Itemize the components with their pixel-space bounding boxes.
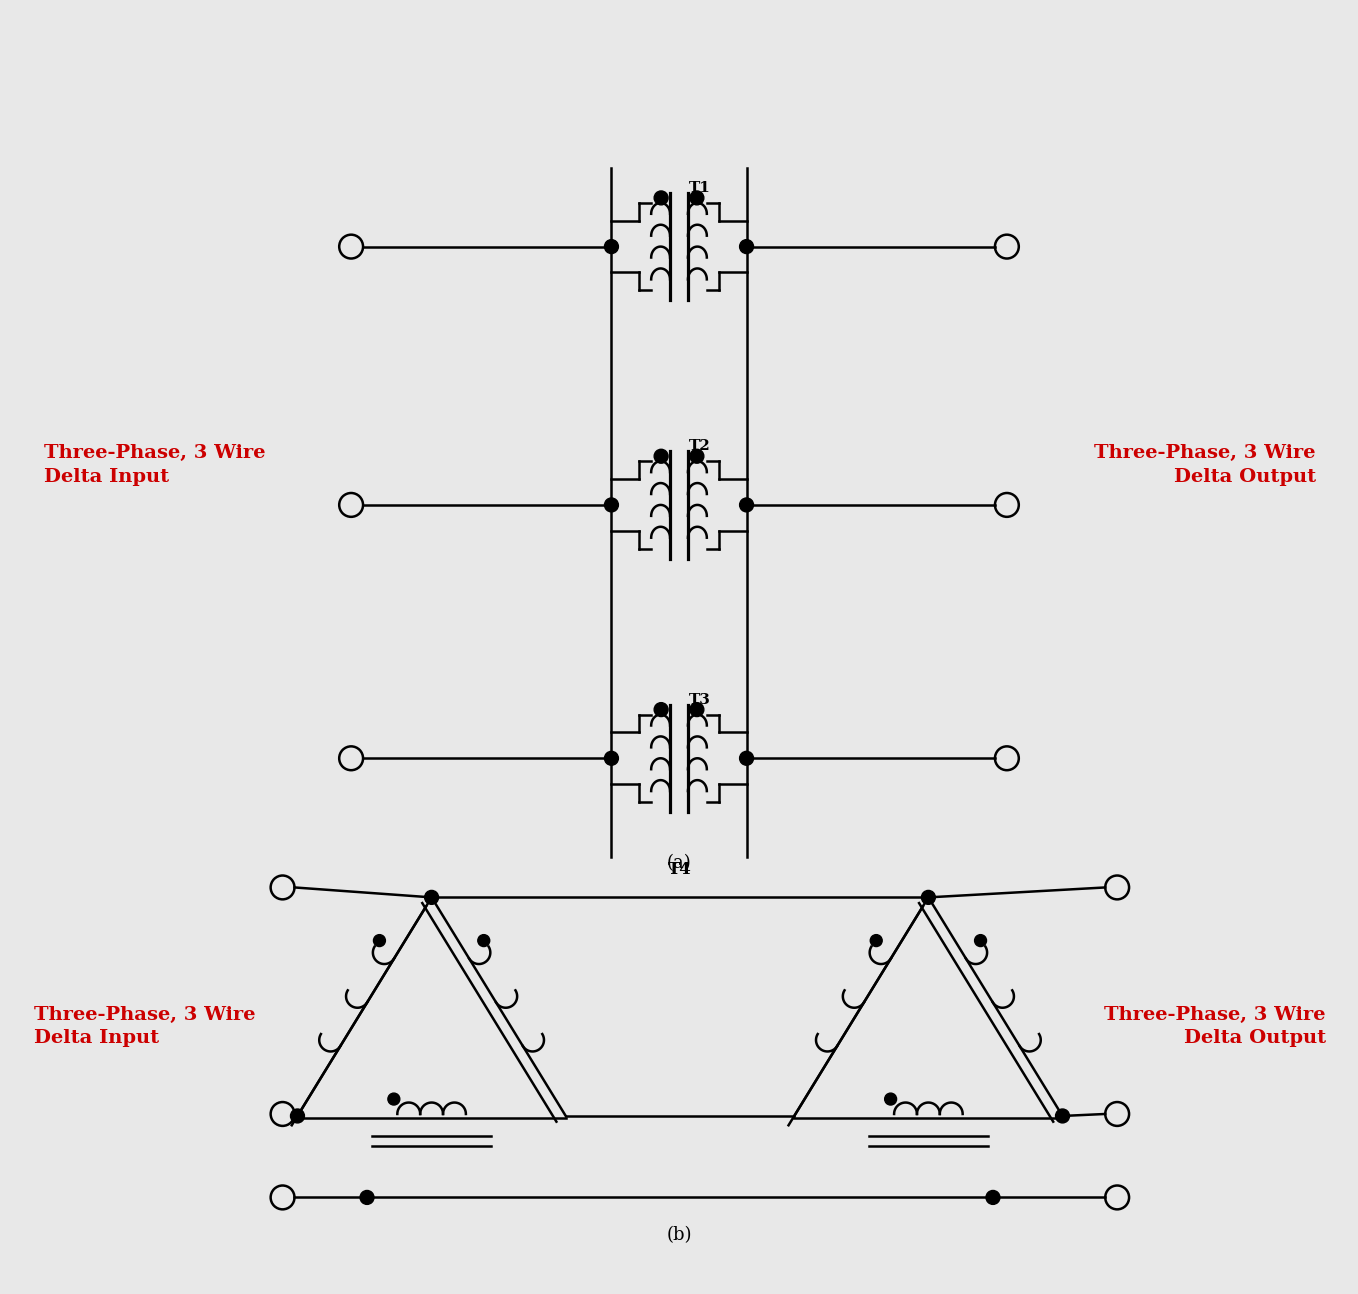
Text: Three-Phase, 3 Wire
Delta Output: Three-Phase, 3 Wire Delta Output <box>1095 444 1316 487</box>
Circle shape <box>360 1190 373 1205</box>
Circle shape <box>740 752 754 765</box>
Circle shape <box>655 192 668 204</box>
Circle shape <box>690 192 703 204</box>
Text: T3: T3 <box>689 692 710 707</box>
Text: Three-Phase, 3 Wire
Delta Output: Three-Phase, 3 Wire Delta Output <box>1104 1005 1325 1047</box>
Circle shape <box>986 1190 999 1205</box>
Text: T2: T2 <box>689 439 710 453</box>
Circle shape <box>690 703 703 717</box>
Circle shape <box>975 934 986 946</box>
Circle shape <box>604 752 618 765</box>
Circle shape <box>655 449 668 463</box>
Text: T1: T1 <box>689 181 710 195</box>
Circle shape <box>478 934 490 946</box>
Text: T4: T4 <box>668 861 691 877</box>
Circle shape <box>1055 1109 1070 1123</box>
Text: Three-Phase, 3 Wire
Delta Input: Three-Phase, 3 Wire Delta Input <box>43 444 266 487</box>
Circle shape <box>922 890 936 905</box>
Circle shape <box>604 498 618 512</box>
Text: (b): (b) <box>667 1227 691 1245</box>
Circle shape <box>884 1093 896 1105</box>
Text: Three-Phase, 3 Wire
Delta Input: Three-Phase, 3 Wire Delta Input <box>34 1005 255 1047</box>
Circle shape <box>604 239 618 254</box>
Circle shape <box>425 890 439 905</box>
Circle shape <box>373 934 386 946</box>
Circle shape <box>740 239 754 254</box>
Circle shape <box>870 934 883 946</box>
Circle shape <box>388 1093 399 1105</box>
Circle shape <box>655 703 668 717</box>
Text: (a): (a) <box>667 854 691 872</box>
Circle shape <box>690 449 703 463</box>
Circle shape <box>291 1109 304 1123</box>
Circle shape <box>740 498 754 512</box>
